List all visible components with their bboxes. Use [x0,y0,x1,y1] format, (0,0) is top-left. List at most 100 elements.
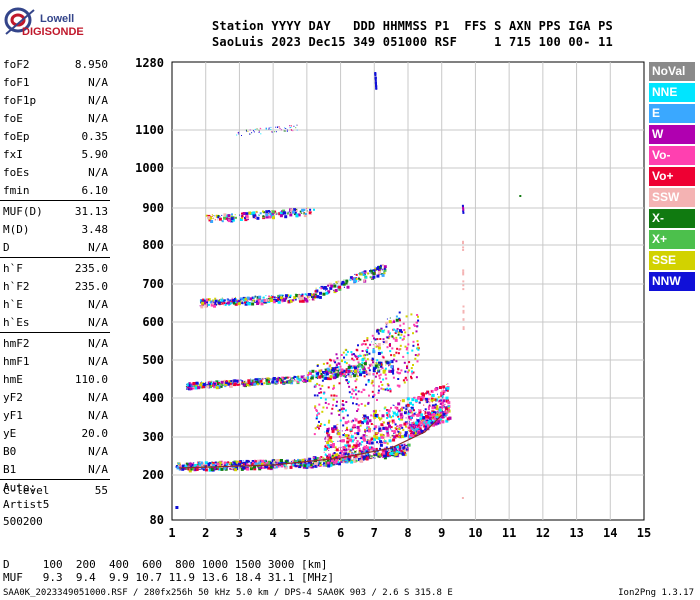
echo-point [323,286,327,289]
echo-point [357,369,359,371]
echo-point [341,284,343,286]
echo-point [314,464,318,468]
echo-point [352,448,355,451]
echo-point [379,338,382,340]
echo-point [320,374,324,378]
echo-point [269,213,272,215]
echo-point [431,401,433,403]
param-name: hmF1 [3,355,30,368]
echo-point [335,456,339,460]
echo-point [348,437,351,440]
echo-point [330,459,334,463]
echo-point [345,371,348,374]
echo-point [271,459,274,462]
echo-point [388,335,391,338]
echo-point [185,462,188,465]
echo-point [413,324,416,327]
echo-point [427,398,430,401]
echo-point [423,419,425,421]
echo-point [205,298,209,302]
echo-point [249,297,253,301]
echo-point [289,299,293,303]
echo-point [200,299,202,301]
echo-point [375,345,378,348]
echo-point [307,459,309,461]
legend-item-vominus: Vo- [649,146,695,165]
echo-point [326,441,330,445]
echo-point [388,421,390,423]
echo-point [327,284,330,287]
echo-point [329,444,332,447]
echo-point [408,425,411,428]
echo-point [276,380,279,383]
echo-point [277,294,280,297]
echo-point [255,302,257,303]
echo-point [373,424,375,426]
echo-point [403,422,407,426]
echo-point [245,460,247,462]
param-name: C-level [3,484,50,497]
param-row: yF1 N/A [0,407,112,425]
echo-point [189,387,193,391]
echo-point [276,464,280,468]
echo-point [358,280,360,282]
echo-point [278,212,282,216]
echo-point [442,412,446,416]
echo-point [325,450,327,452]
echo-point [239,461,242,464]
echo-point [351,357,354,360]
echo-point [395,329,399,333]
echo-point [400,400,402,402]
echo-point [371,334,374,337]
echo-point [361,350,364,352]
echo-point [344,409,347,412]
echo-point [272,300,276,304]
echo-point [254,217,256,219]
echo-point [379,433,383,437]
echo-point [251,379,253,381]
echo-point [218,300,220,302]
echo-point [359,368,362,371]
echo-point [289,127,291,129]
echo-point [251,382,254,385]
param-row: h`E N/A [0,296,112,314]
echo-point [298,297,302,301]
echo-point [408,422,410,424]
echo-point [408,369,411,372]
param-value: 235.0 [74,262,108,275]
echo-point [355,273,358,276]
param-row: D N/A [0,239,112,257]
echo-point [349,276,353,280]
echo-point [400,369,403,372]
echo-point [251,460,255,463]
echo-point [366,339,369,342]
echo-point [427,413,430,416]
echo-point [346,285,350,289]
echo-point [226,467,228,469]
echo-point [358,372,360,374]
echo-point [414,399,418,403]
x-tick-label: 6 [337,526,344,540]
echo-point [266,463,269,466]
echo-point [258,131,260,133]
echo-point [291,379,294,382]
echo-point [333,456,336,459]
echo-point [419,420,421,422]
echo-point [347,365,351,369]
echo-point [333,461,335,462]
echo-point [368,367,370,370]
echo-point [414,430,418,433]
echo-point [246,383,250,387]
echo-point [386,433,390,437]
echo-point [347,444,351,448]
echo-point [340,354,343,356]
echo-point [245,129,247,131]
echo-point [462,309,465,312]
echo-point [381,329,385,333]
echo-point [361,423,363,425]
echo-point [404,370,407,373]
param-row: B1 N/A [0,461,112,479]
echo-point [381,264,384,267]
echo-point [247,302,251,306]
echo-point [186,384,189,387]
